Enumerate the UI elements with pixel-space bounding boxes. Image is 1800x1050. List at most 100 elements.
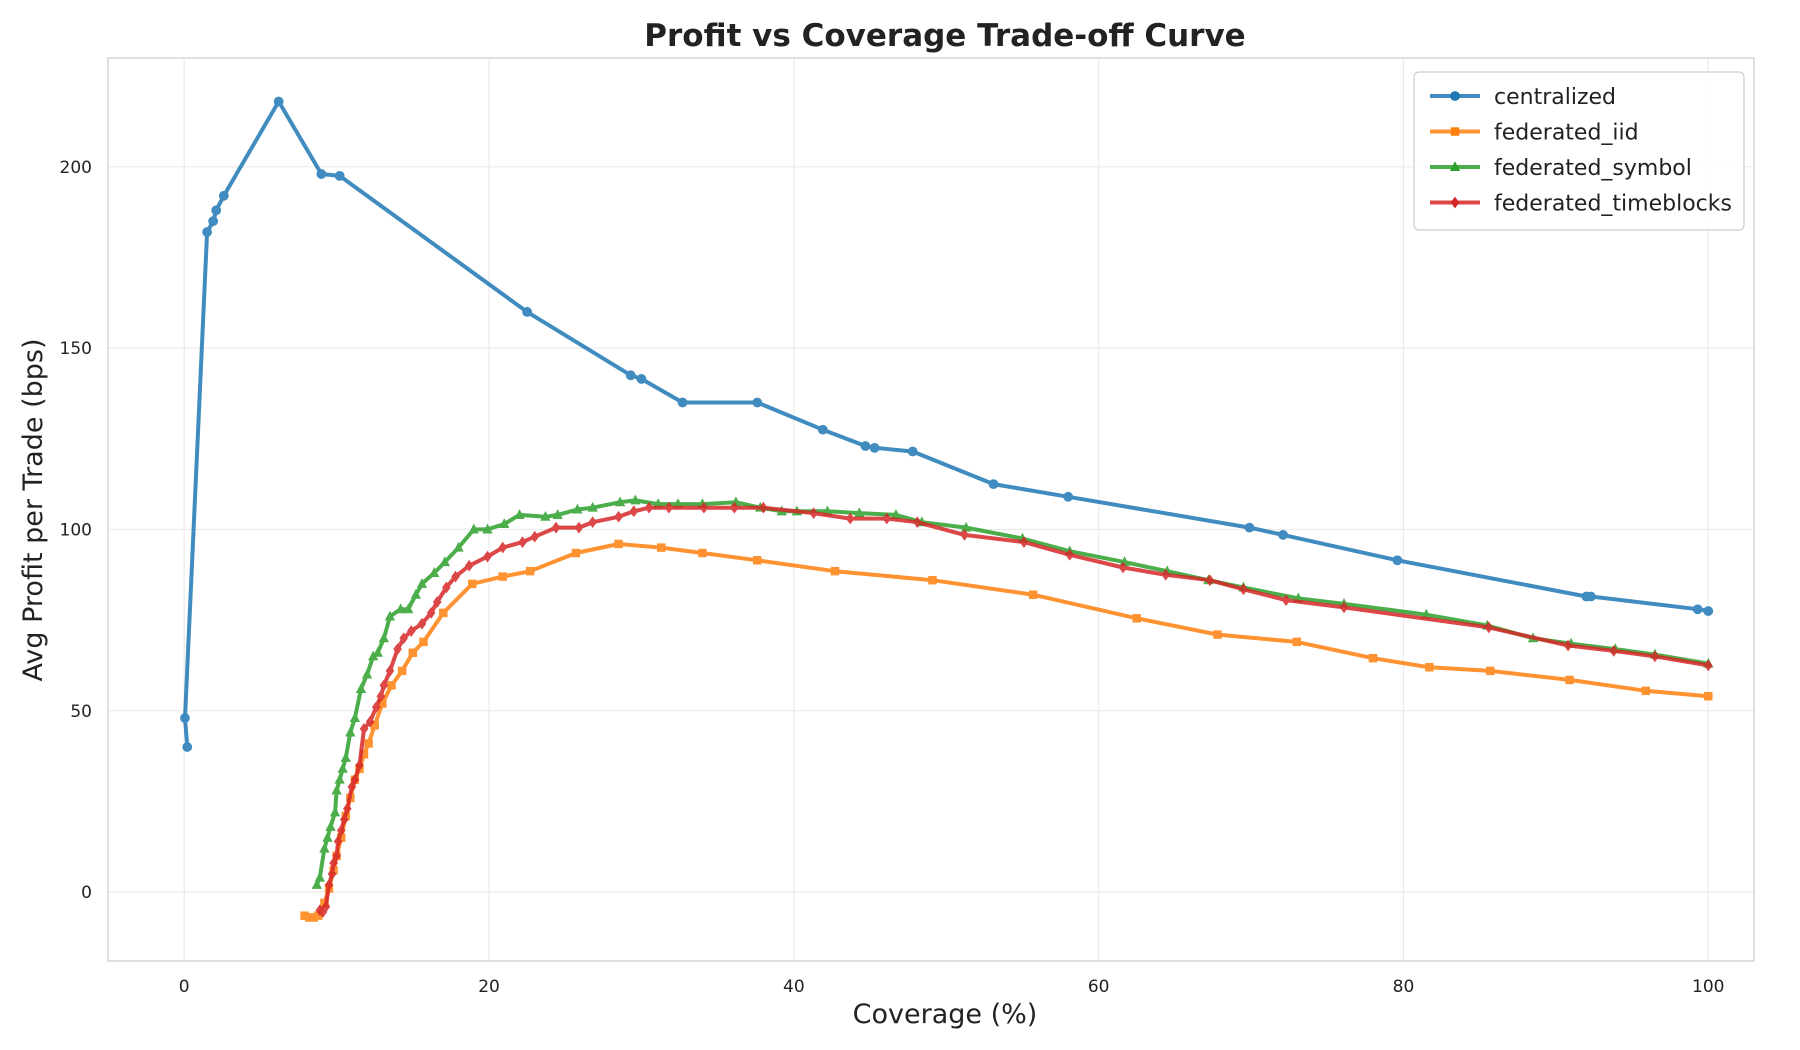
data-point	[699, 501, 709, 514]
data-point	[426, 607, 436, 619]
data-point	[1292, 637, 1302, 647]
data-point	[530, 530, 540, 543]
data-point	[385, 665, 395, 677]
y-tick-label: 50	[70, 702, 92, 722]
data-point	[636, 374, 647, 384]
data-point	[442, 581, 451, 594]
legend-label: centralized	[1494, 85, 1616, 110]
data-point	[316, 169, 327, 179]
data-point	[1703, 659, 1713, 672]
x-tick-label: 80	[1393, 977, 1415, 997]
data-point	[657, 543, 666, 552]
data-point	[406, 625, 416, 637]
data-point	[869, 442, 880, 453]
data-point	[1161, 568, 1171, 581]
data-point	[410, 588, 422, 599]
data-point	[759, 501, 768, 514]
data-point	[336, 824, 346, 837]
data-point	[397, 666, 407, 676]
y-tick-label: 200	[60, 158, 92, 178]
data-point	[339, 813, 349, 826]
data-point	[417, 617, 427, 630]
data-point	[371, 701, 381, 713]
legend-item-federated_symbol: federated_symbol	[1430, 156, 1692, 181]
data-point	[211, 205, 222, 216]
data-point	[483, 550, 492, 563]
data-point	[614, 510, 623, 523]
data-point	[416, 578, 428, 588]
chart-title: Profit vs Coverage Trade-off Curve	[644, 18, 1245, 54]
x-tick-label: 40	[783, 977, 805, 997]
data-point	[1205, 574, 1215, 587]
data-point	[1028, 590, 1038, 599]
legend-item-centralized: centralized	[1430, 85, 1616, 110]
data-point	[912, 516, 922, 529]
data-point	[329, 857, 338, 869]
data-point	[1063, 491, 1074, 502]
data-point	[384, 610, 396, 621]
legend-label: federated_symbol	[1494, 156, 1692, 181]
legend-marker	[1450, 127, 1460, 136]
data-point	[359, 723, 369, 735]
data-point	[451, 570, 460, 583]
data-point	[522, 306, 533, 317]
data-point	[1692, 604, 1703, 615]
data-point	[1278, 529, 1288, 540]
data-point	[625, 370, 636, 381]
data-point	[399, 632, 408, 645]
data-point	[630, 494, 641, 505]
series-layer	[180, 96, 1714, 922]
plot-frame	[107, 57, 1755, 962]
data-point	[314, 871, 326, 882]
x-tick-label: 20	[478, 977, 500, 997]
data-point	[482, 523, 493, 534]
data-point	[408, 648, 418, 657]
y-tick-label: 150	[60, 339, 92, 359]
data-point	[311, 879, 322, 889]
data-point	[321, 900, 331, 913]
series-federated_timeblocks	[315, 501, 1713, 918]
data-point	[1586, 591, 1596, 602]
data-point	[464, 559, 474, 572]
legend: centralized federated_iid federated_symbol…	[1413, 71, 1745, 231]
legend-marker	[1450, 196, 1460, 209]
data-point	[1609, 645, 1619, 657]
data-point	[518, 536, 527, 548]
data-point	[350, 773, 360, 786]
data-point	[453, 541, 464, 552]
data-point	[273, 96, 284, 107]
data-point	[588, 516, 597, 529]
data-point	[1118, 561, 1128, 574]
x-axis-label: Coverage (%)	[853, 999, 1038, 1030]
series-centralized	[180, 96, 1714, 752]
data-point	[439, 608, 448, 618]
data-point	[342, 802, 352, 815]
data-point	[208, 216, 219, 227]
data-point	[552, 509, 563, 519]
data-point	[498, 541, 508, 554]
data-point	[1703, 606, 1714, 616]
data-point	[809, 507, 818, 519]
data-point	[202, 227, 212, 237]
data-point	[1281, 594, 1291, 607]
x-tick-label: 100	[1692, 977, 1724, 997]
data-point	[347, 781, 357, 793]
data-point	[468, 523, 479, 534]
data-point	[664, 501, 674, 514]
y-axis-label: Avg Profit per Trade (bps)	[18, 339, 49, 682]
data-point	[830, 566, 840, 576]
data-point	[331, 784, 342, 795]
data-point	[355, 683, 367, 694]
data-point	[730, 501, 739, 514]
legend-marker	[1449, 161, 1461, 172]
data-point	[817, 424, 828, 435]
data-point	[1704, 692, 1713, 701]
legend-box	[1413, 71, 1745, 231]
data-point	[698, 548, 707, 558]
data-point	[349, 712, 361, 723]
legend-item-federated_iid: federated_iid	[1430, 121, 1639, 146]
data-point	[337, 762, 348, 773]
data-point	[587, 501, 598, 512]
legend-label: federated_timeblocks	[1494, 192, 1732, 217]
data-point	[1213, 630, 1222, 639]
